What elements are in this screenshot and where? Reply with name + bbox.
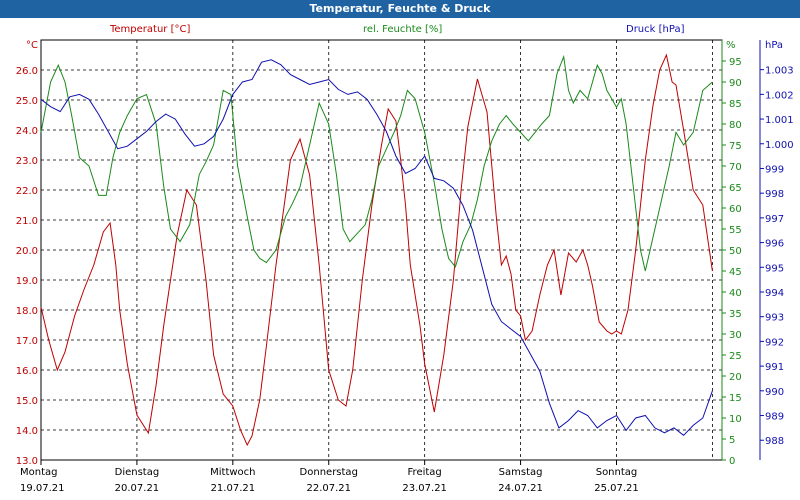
pressure-tick-label: 990 [765,387,784,398]
humidity-tick-label: 90 [729,78,742,89]
date-label: 22.07.21 [306,483,351,494]
pressure-unit: hPa [765,40,784,51]
pressure-tick-label: 1.002 [765,90,794,101]
humidity-tick-label: 5 [729,435,735,446]
temperature-unit: °C [26,40,38,51]
humidity-tick-label: 25 [729,351,742,362]
day-label: Sonntag [596,467,638,478]
humidity-tick-label: 30 [729,330,742,341]
humidity-tick-label: 55 [729,225,742,236]
pressure-tick-label: 994 [765,288,784,299]
humidity-tick-label: 80 [729,120,742,131]
pressure-tick-label: 995 [765,263,784,274]
humidity-tick-label: 45 [729,267,742,278]
day-label: Freitag [408,467,442,478]
pressure-tick-label: 1.000 [765,140,794,151]
humidity-tick-label: 40 [729,288,742,299]
date-label: 21.07.21 [211,483,256,494]
series-line-temperature [40,53,713,447]
date-label: 23.07.21 [402,483,447,494]
temperature-legend-label: Temperatur [°C] [110,24,191,35]
humidity-unit: % [726,40,736,51]
date-label: 25.07.21 [594,483,639,494]
humidity-tick-label: 65 [729,183,742,194]
pressure-tick-label: 1.001 [765,115,794,126]
pressure-tick-label: 996 [765,239,784,250]
humidity-tick-label: 35 [729,309,742,320]
pressure-tick-label: 988 [765,436,784,447]
day-label: Dienstag [115,467,160,478]
temperature-tick-label: 25.0 [16,96,38,107]
humidity-tick-label: 85 [729,99,742,110]
temperature-tick-label: 23.0 [16,156,38,167]
humidity-tick-label: 20 [729,372,742,383]
temperature-tick-label: 18.0 [16,306,38,317]
temperature-tick-label: 21.0 [16,216,38,227]
day-label: Montag [20,467,57,478]
pressure-tick-label: 991 [765,362,784,373]
temperature-tick-label: 22.0 [16,186,38,197]
humidity-tick-label: 0 [729,456,735,467]
chart-title: Temperatur, Feuchte & Druck [0,0,800,18]
pressure-tick-label: 998 [765,189,784,200]
temperature-tick-label: 14.0 [16,426,38,437]
temperature-tick-label: 13.0 [16,456,38,467]
temperature-tick-label: 20.0 [16,246,38,257]
temperature-tick-label: 19.0 [16,276,38,287]
humidity-tick-label: 95 [729,57,742,68]
humidity-tick-label: 75 [729,141,742,152]
date-label: 24.07.21 [498,483,543,494]
humidity-tick-label: 50 [729,246,742,257]
humidity-legend-label: rel. Feuchte [%] [363,24,443,35]
series-line-humidity [40,54,713,272]
temperature-tick-label: 17.0 [16,336,38,347]
date-label: 19.07.21 [20,483,65,494]
humidity-tick-label: 10 [729,414,742,425]
pressure-tick-label: 989 [765,412,784,423]
pressure-tick-label: 1.003 [765,66,794,77]
humidity-tick-label: 60 [729,204,742,215]
series-line-pressure [40,59,713,436]
day-label: Samstag [499,467,543,478]
temperature-tick-label: 15.0 [16,396,38,407]
humidity-tick-label: 15 [729,393,742,404]
day-label: Donnerstag [300,467,358,478]
pressure-tick-label: 993 [765,313,784,324]
pressure-tick-label: 992 [765,337,784,348]
temperature-tick-label: 26.0 [16,66,38,77]
day-label: Mittwoch [210,467,255,478]
temperature-tick-label: 16.0 [16,366,38,377]
temperature-tick-label: 24.0 [16,126,38,137]
humidity-tick-label: 70 [729,162,742,173]
pressure-tick-label: 997 [765,214,784,225]
date-label: 20.07.21 [115,483,160,494]
pressure-legend-label: Druck [hPa] [626,24,685,35]
pressure-tick-label: 999 [765,164,784,175]
